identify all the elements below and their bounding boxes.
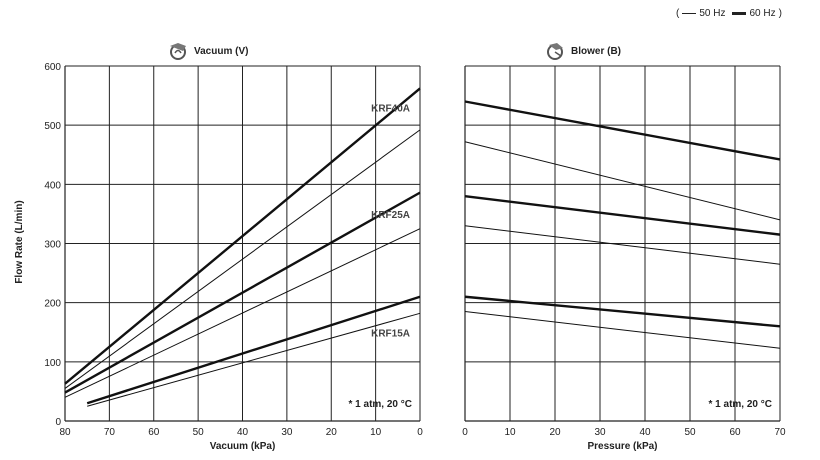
vacuum-x-tick-label: 60: [148, 427, 160, 438]
vacuum-x-tick-label: 20: [326, 427, 338, 438]
blower-icon: [547, 43, 563, 60]
legend-50hz-label: 50 Hz: [699, 8, 726, 19]
blower-series-krf25a-60hz: [464, 194, 781, 236]
blower-series-krf25a-50hz: [464, 225, 781, 265]
blower-panel-title: Blower (B): [545, 42, 621, 60]
legend-open-paren: (: [676, 8, 680, 19]
legend-close-paren: ): [778, 8, 782, 19]
blower-x-tick-label: 20: [549, 427, 561, 438]
vacuum-x-axis-title: Vacuum (kPa): [210, 441, 276, 452]
blower-condition-note: * 1 atm, 20 °C: [709, 399, 772, 410]
vacuum-condition-note: * 1 atm, 20 °C: [349, 399, 412, 410]
vacuum-series-krf40a-60hz: [64, 87, 421, 385]
vacuum-chart-title: Vacuum (V): [194, 45, 249, 57]
vacuum-y-tick-label: 300: [44, 240, 61, 251]
vacuum-x-tick-label: 30: [281, 427, 293, 438]
vacuum-y-tick-label: 600: [44, 62, 61, 73]
vacuum-series-krf15a-50hz: [87, 312, 421, 407]
blower-x-tick-label: 40: [639, 427, 651, 438]
blower-series-krf15a-60hz: [464, 295, 781, 328]
vacuum-series-label-krf25a: KRF25A: [371, 210, 410, 221]
blower-x-tick-label: 0: [462, 427, 468, 438]
vacuum-series-label-krf15a: KRF15A: [371, 328, 410, 339]
vacuum-series-krf40a-50hz: [64, 129, 421, 389]
vacuum-y-tick-label: 200: [44, 299, 61, 310]
vacuum-chart: 80 70 60 50 40 30 20 10 00100200300400500600Vacu…: [44, 62, 423, 452]
vacuum-series-krf25a-60hz: [64, 191, 421, 394]
legend-60hz-label: 60 Hz: [749, 8, 776, 19]
blower-chart: 0 10 20 30 40 50 60 70 Pressure (kPa) * 1 atm, 20…: [462, 65, 786, 452]
blower-series-krf40a-60hz: [464, 100, 781, 161]
blower-x-tick-label: 70: [774, 427, 786, 438]
vacuum-x-tick-label: 10: [370, 427, 382, 438]
vacuum-series-label-krf40a: KRF40A: [371, 103, 410, 114]
vacuum-y-tick-label: 400: [44, 180, 61, 191]
vacuum-x-tick-label: 40: [237, 427, 249, 438]
blower-series-krf40a-50hz: [464, 141, 781, 221]
vacuum-pump-icon: [170, 43, 186, 60]
frequency-legend: ( 50 Hz 60 Hz ): [676, 8, 782, 19]
blower-x-tick-label: 60: [729, 427, 741, 438]
blower-x-tick-label: 50: [684, 427, 696, 438]
blower-x-tick-label: 30: [594, 427, 606, 438]
legend-60hz-swatch: [732, 12, 747, 15]
vacuum-series-krf25a-50hz: [64, 228, 421, 398]
vacuum-y-tick-label: 500: [44, 121, 61, 132]
blower-chart-title: Blower (B): [571, 45, 621, 57]
blower-x-tick-label: 10: [504, 427, 516, 438]
vacuum-x-tick-label: 50: [193, 427, 205, 438]
legend-50hz-swatch: [682, 13, 697, 14]
vacuum-x-tick-label: 80: [59, 427, 71, 438]
vacuum-x-tick-label: 70: [104, 427, 116, 438]
vacuum-y-tick-label: 0: [55, 417, 61, 428]
vacuum-panel-title: Vacuum (V): [168, 42, 248, 60]
vacuum-x-tick-label: 0: [417, 427, 423, 438]
blower-x-axis-title: Pressure (kPa): [587, 441, 657, 452]
y-axis-title: Flow Rate (L/min): [14, 200, 25, 283]
vacuum-y-tick-label: 100: [44, 358, 61, 369]
blower-series-krf15a-50hz: [464, 311, 781, 349]
vacuum-series-krf15a-60hz: [86, 295, 421, 405]
